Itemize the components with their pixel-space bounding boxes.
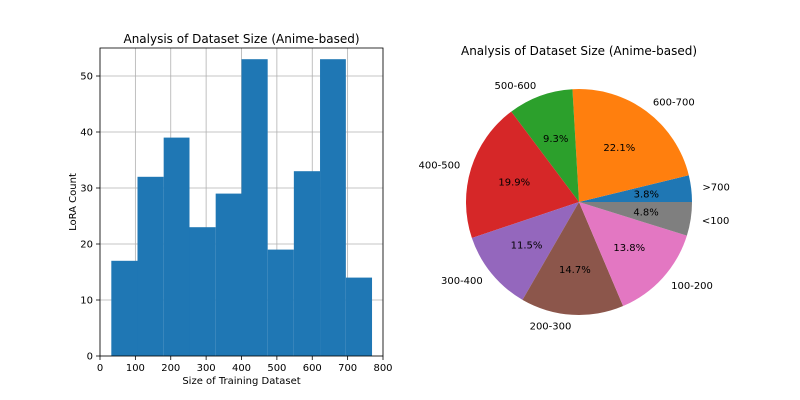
histogram-bar bbox=[137, 176, 164, 356]
x-tick-label: 700 bbox=[338, 363, 357, 374]
pie-slices bbox=[466, 89, 692, 316]
pie-percent-label: 4.8% bbox=[633, 208, 658, 219]
pie-percent-label: 3.8% bbox=[634, 189, 659, 200]
pie-percent-label: 22.1% bbox=[603, 143, 635, 154]
pie-percent-labels: 3.8% 22.1% 9.3% 19.9% 11.5% 14.7% 13.8% 4.8% bbox=[498, 134, 659, 276]
pie-category-label: 200-300 bbox=[530, 322, 572, 333]
x-tick-label: 800 bbox=[373, 363, 392, 374]
pie-category-label: 500-600 bbox=[495, 81, 537, 92]
pie-category-label: 400-500 bbox=[419, 161, 461, 172]
histogram-bar bbox=[215, 193, 242, 356]
histogram-bar bbox=[345, 277, 373, 356]
x-tick-label: 300 bbox=[197, 363, 216, 374]
histogram-chart: Analysis of Dataset Size (Anime-based) 0… bbox=[68, 32, 393, 387]
x-tick-label: 500 bbox=[267, 363, 286, 374]
pie-category-labels: >700 600-700 500-600 400-500 300-400 200-300 1… bbox=[419, 81, 730, 333]
pie-slice bbox=[466, 111, 579, 238]
pie-category-label: 600-700 bbox=[653, 98, 695, 109]
pie-category-label: 300-400 bbox=[441, 276, 483, 287]
pie-slice bbox=[471, 202, 579, 300]
histogram-y-ticks: 0 10 20 30 40 50 bbox=[80, 72, 100, 363]
pie-category-label: 100-200 bbox=[671, 281, 713, 292]
pie-category-label: <100 bbox=[702, 216, 729, 227]
pie-slice bbox=[579, 175, 692, 202]
histogram-bar bbox=[189, 227, 216, 356]
pie-percent-label: 13.8% bbox=[613, 243, 645, 254]
histogram-bar bbox=[111, 260, 138, 356]
histogram-x-label: Size of Training Dataset bbox=[182, 376, 300, 387]
x-tick-label: 600 bbox=[303, 363, 322, 374]
y-tick-label: 50 bbox=[80, 72, 93, 83]
pie-category-label: >700 bbox=[702, 183, 729, 194]
y-tick-label: 30 bbox=[80, 184, 93, 195]
x-tick-label: 0 bbox=[97, 363, 103, 374]
pie-title: Analysis of Dataset Size (Anime-based) bbox=[461, 44, 697, 58]
histogram-bar bbox=[241, 59, 268, 356]
pie-percent-label: 11.5% bbox=[511, 240, 543, 251]
pie-percent-label: 9.3% bbox=[543, 134, 568, 145]
pie-slice bbox=[522, 202, 624, 316]
pie-slice bbox=[511, 89, 579, 202]
x-tick-label: 200 bbox=[161, 363, 180, 374]
pie-slice bbox=[572, 89, 689, 202]
pie-percent-label: 14.7% bbox=[559, 265, 591, 276]
y-tick-label: 0 bbox=[87, 352, 93, 363]
pie-slice bbox=[579, 202, 692, 236]
pie-percent-label: 19.9% bbox=[498, 177, 530, 188]
histogram-x-ticks: 0 100 200 300 400 500 600 700 800 bbox=[97, 356, 393, 374]
y-tick-label: 20 bbox=[80, 240, 93, 251]
histogram-bar bbox=[163, 137, 190, 356]
y-tick-label: 40 bbox=[80, 128, 93, 139]
histogram-bar bbox=[267, 249, 294, 356]
histogram-bar bbox=[293, 171, 321, 356]
histogram-bars bbox=[111, 59, 373, 356]
histogram-title: Analysis of Dataset Size (Anime-based) bbox=[123, 32, 359, 46]
pie-slice bbox=[579, 202, 687, 307]
x-tick-label: 100 bbox=[126, 363, 145, 374]
histogram-y-label: LoRA Count bbox=[68, 173, 79, 231]
x-tick-label: 400 bbox=[232, 363, 251, 374]
histogram-bar bbox=[320, 59, 346, 356]
y-tick-label: 10 bbox=[80, 296, 93, 307]
pie-chart: Analysis of Dataset Size (Anime-based) 3… bbox=[419, 44, 730, 333]
